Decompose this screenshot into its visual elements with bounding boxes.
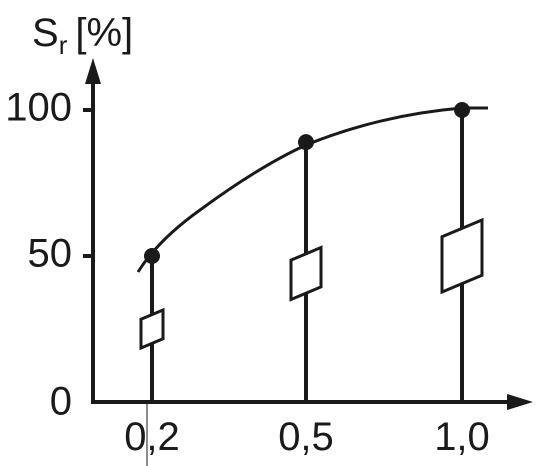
x-tick-label-1-0: 1,0 <box>434 415 490 459</box>
y-axis-title-main: S <box>32 11 59 55</box>
trend-curve <box>136 106 488 273</box>
y-axis-arrow <box>85 58 101 84</box>
y-axis-title-sub: r <box>59 30 68 60</box>
data-point-0-5 <box>298 134 314 151</box>
y-tick-label-0: 0 <box>50 380 72 424</box>
range-marker-0-5 <box>289 245 323 302</box>
range-marker-0-2 <box>139 307 165 351</box>
data-point-1-0 <box>454 102 470 118</box>
y-axis-title-unit: [%] <box>75 11 133 55</box>
data-point-0-2 <box>144 248 160 264</box>
x-tick-label-0-5: 0,5 <box>278 415 334 459</box>
y-tick-label-100: 100 <box>5 86 72 130</box>
x-axis-arrow <box>507 394 533 410</box>
x-tick-label-0-2: 0,2 <box>124 415 180 459</box>
y-axis-title: Sr [%] <box>32 11 133 60</box>
y-tick-label-50: 50 <box>28 232 73 276</box>
range-marker-1-0 <box>440 217 484 295</box>
